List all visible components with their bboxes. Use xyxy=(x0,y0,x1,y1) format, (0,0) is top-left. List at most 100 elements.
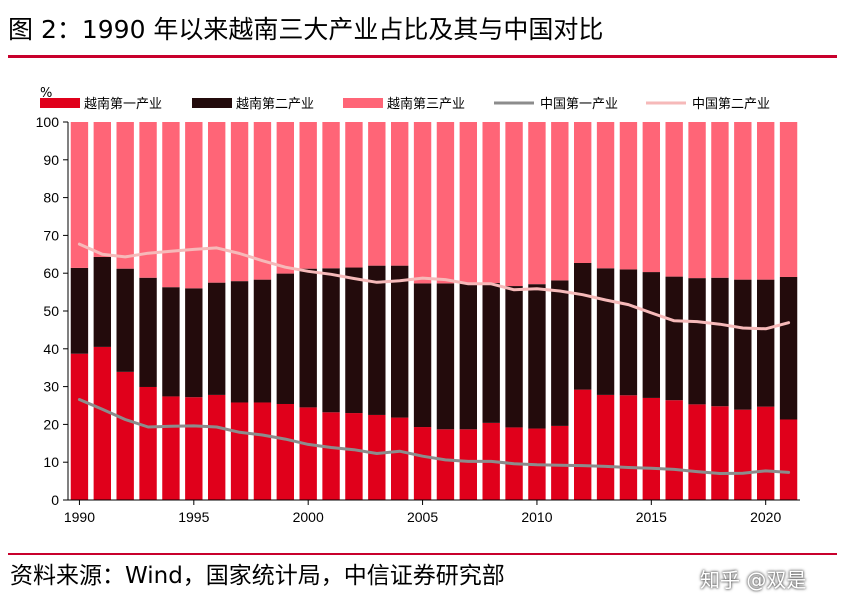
watermark: 知乎 @双是 xyxy=(700,568,807,592)
bar-vn-secondary xyxy=(253,279,272,403)
bar-vn-secondary xyxy=(345,267,363,414)
bar-vn-primary xyxy=(139,386,157,500)
bar-vn-secondary xyxy=(276,273,295,404)
bar-vn-secondary xyxy=(116,268,134,372)
bar-vn-tertiary xyxy=(619,122,638,270)
legend-label-vn-secondary: 越南第二产业 xyxy=(236,96,314,112)
bar-vn-tertiary xyxy=(436,122,455,284)
bar-vn-tertiary xyxy=(230,122,249,282)
bar-vn-primary xyxy=(322,412,340,500)
bar-vn-secondary xyxy=(139,277,157,387)
bar-vn-secondary xyxy=(70,267,89,354)
bar-vn-tertiary xyxy=(93,122,112,257)
legend: % 越南第一产业 越南第二产业 越南第三产业 中国第一产业 中国第二产业 xyxy=(40,86,770,112)
bar-vn-primary xyxy=(93,346,112,500)
bar-vn-secondary xyxy=(642,272,661,398)
bar-vn-primary xyxy=(299,407,317,500)
bar-vn-primary xyxy=(596,394,615,500)
bar-vn-primary xyxy=(230,402,249,500)
bar-vn-tertiary xyxy=(734,122,752,280)
x-tick-label: 2000 xyxy=(293,509,324,525)
source-note: 资料来源：Wind，国家统计局，中信证券研究部 xyxy=(10,563,505,589)
bar-vn-secondary xyxy=(482,283,500,423)
bar-vn-secondary xyxy=(505,286,523,428)
bar-vn-tertiary xyxy=(413,122,432,284)
x-tick-label: 2015 xyxy=(636,509,667,525)
bar-vn-secondary xyxy=(551,280,569,426)
bar-vn-tertiary xyxy=(185,122,203,289)
bar-vn-secondary xyxy=(413,283,432,428)
bar-vn-primary xyxy=(734,409,752,500)
x-tick-label: 1990 xyxy=(64,509,95,525)
bar-vn-tertiary xyxy=(596,122,615,269)
bar-vn-primary xyxy=(756,406,775,500)
bar-vn-primary xyxy=(688,404,706,500)
x-tick-label: 2010 xyxy=(521,509,552,525)
y-axis-unit: % xyxy=(40,86,52,101)
bar-vn-primary xyxy=(619,395,638,500)
bar-vn-secondary xyxy=(436,283,455,430)
bar-vn-secondary xyxy=(688,278,706,405)
bar-vn-secondary xyxy=(368,265,386,415)
bar-vn-primary xyxy=(436,429,455,500)
bar-vn-tertiary xyxy=(390,122,409,266)
y-tick-label: 40 xyxy=(43,341,59,357)
bar-vn-secondary xyxy=(779,276,798,420)
bar-vn-secondary xyxy=(573,262,592,390)
x-tick-label: 1995 xyxy=(178,509,209,525)
bar-vn-primary xyxy=(779,419,798,500)
bar-vn-tertiary xyxy=(345,122,363,268)
bar-vn-primary xyxy=(162,396,180,500)
bar-vn-primary xyxy=(390,417,409,500)
legend-label-vn-tertiary: 越南第三产业 xyxy=(387,96,465,112)
bar-vn-primary xyxy=(185,397,203,500)
bar-vn-secondary xyxy=(93,256,112,347)
bar-vn-tertiary xyxy=(688,122,706,279)
line-cn-secondary xyxy=(77,242,791,331)
legend-swatch-vn-tertiary xyxy=(343,98,383,108)
bar-vn-secondary xyxy=(459,283,478,430)
bar-vn-tertiary xyxy=(573,122,592,263)
bars xyxy=(70,122,798,500)
title-divider xyxy=(8,55,837,58)
y-tick-label: 70 xyxy=(43,227,59,243)
y-tick-label: 50 xyxy=(43,303,59,319)
bar-vn-primary xyxy=(345,413,363,500)
bar-vn-secondary xyxy=(756,279,775,407)
bar-vn-primary xyxy=(642,397,661,500)
bar-vn-tertiary xyxy=(276,122,295,274)
bar-vn-primary xyxy=(551,425,569,500)
bar-vn-primary xyxy=(665,400,683,500)
source-divider xyxy=(8,553,837,555)
bar-vn-secondary xyxy=(596,268,615,395)
bar-vn-primary xyxy=(459,429,478,500)
bar-vn-tertiary xyxy=(551,122,569,281)
y-tick-label: 30 xyxy=(43,379,59,395)
bar-vn-tertiary xyxy=(642,122,661,273)
bar-vn-tertiary xyxy=(207,122,226,283)
bar-vn-secondary xyxy=(299,268,317,408)
bar-vn-secondary xyxy=(619,269,638,396)
chart-title: 图 2：1990 年以来越南三大产业占比及其与中国对比 xyxy=(8,15,604,44)
bar-vn-tertiary xyxy=(665,122,683,277)
y-tick-label: 80 xyxy=(43,190,59,206)
bar-vn-primary xyxy=(711,406,729,500)
bar-vn-secondary xyxy=(390,265,409,418)
bar-vn-secondary xyxy=(711,277,729,407)
bar-vn-primary xyxy=(70,353,89,500)
bar-vn-tertiary xyxy=(711,122,729,278)
bar-vn-tertiary xyxy=(459,122,478,284)
bar-vn-primary xyxy=(573,389,592,500)
bar-vn-tertiary xyxy=(368,122,386,266)
y-tick-label: 60 xyxy=(43,265,59,281)
bar-vn-tertiary xyxy=(299,122,317,269)
bar-vn-secondary xyxy=(528,284,546,429)
y-axis: 0 10 20 30 40 50 60 70 80 90 100 xyxy=(36,114,69,508)
bar-vn-tertiary xyxy=(756,122,775,280)
bar-vn-primary xyxy=(253,402,272,500)
bar-vn-secondary xyxy=(665,276,683,401)
chart: % 越南第一产业 越南第二产业 越南第三产业 中国第一产业 中国第二产业 0 10… xyxy=(36,86,800,525)
x-axis: 1990 1995 2000 2005 2010 2015 2020 xyxy=(64,499,800,525)
bar-vn-secondary xyxy=(162,287,180,397)
legend-swatch-vn-primary xyxy=(40,98,80,108)
